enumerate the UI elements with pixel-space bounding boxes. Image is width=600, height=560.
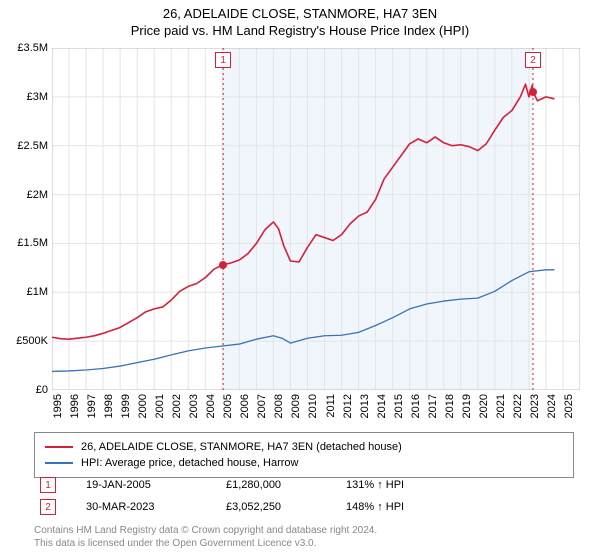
x-tick-label: 1999 — [120, 394, 132, 434]
x-tick-label: 2012 — [342, 394, 354, 434]
y-tick-label: £3M — [4, 91, 48, 103]
footer-line2: This data is licensed under the Open Gov… — [34, 537, 574, 550]
x-tick-label: 1997 — [86, 394, 98, 434]
title-block: 26, ADELAIDE CLOSE, STANMORE, HA7 3EN Pr… — [0, 0, 600, 38]
x-tick-label: 2013 — [359, 394, 371, 434]
x-tick-label: 2003 — [188, 394, 200, 434]
x-tick-label: 2018 — [444, 394, 456, 434]
page: 26, ADELAIDE CLOSE, STANMORE, HA7 3EN Pr… — [0, 0, 600, 560]
legend-row: 26, ADELAIDE CLOSE, STANMORE, HA7 3EN (d… — [45, 439, 563, 455]
y-tick-label: £1M — [4, 286, 48, 298]
legend-row: HPI: Average price, detached house, Harr… — [45, 455, 563, 471]
y-tick-label: £500K — [4, 335, 48, 347]
x-tick-label: 2022 — [512, 394, 524, 434]
sale-price: £1,280,000 — [226, 479, 316, 491]
x-tick-label: 2016 — [410, 394, 422, 434]
x-tick-label: 2019 — [461, 394, 473, 434]
y-tick-label: £3.5M — [4, 42, 48, 54]
x-tick-label: 1998 — [103, 394, 115, 434]
sale-marker-2: 2 — [525, 52, 541, 68]
sale-date: 19-JAN-2005 — [86, 479, 196, 491]
x-tick-label: 2020 — [478, 394, 490, 434]
x-tick-label: 2024 — [546, 394, 558, 434]
sale-dot-2 — [529, 88, 537, 96]
legend-swatch — [45, 446, 73, 448]
footer-line1: Contains HM Land Registry data © Crown c… — [34, 524, 574, 537]
x-tick-label: 2014 — [376, 394, 388, 434]
sale-hpi: 148% ↑ HPI — [346, 501, 456, 513]
x-tick-label: 2002 — [171, 394, 183, 434]
y-tick-label: £2.5M — [4, 140, 48, 152]
sale-dot-1 — [219, 261, 227, 269]
sale-row: 2 30-MAR-2023 £3,052,250 148% ↑ HPI — [34, 496, 574, 518]
footer: Contains HM Land Registry data © Crown c… — [34, 524, 574, 550]
y-tick-label: £1.5M — [4, 237, 48, 249]
x-tick-label: 2001 — [154, 394, 166, 434]
sale-marker-1: 1 — [215, 52, 231, 68]
x-tick-label: 2009 — [290, 394, 302, 434]
title-subtitle: Price paid vs. HM Land Registry's House … — [0, 23, 600, 38]
x-tick-label: 2021 — [495, 394, 507, 434]
x-tick-label: 2004 — [205, 394, 217, 434]
x-tick-label: 2017 — [427, 394, 439, 434]
sale-price: £3,052,250 — [226, 501, 316, 513]
x-tick-label: 2006 — [239, 394, 251, 434]
x-tick-label: 2023 — [529, 394, 541, 434]
legend-label: HPI: Average price, detached house, Harr… — [81, 457, 298, 469]
x-tick-label: 2025 — [563, 394, 575, 434]
sale-row-marker: 1 — [40, 477, 56, 493]
chart: 12£0£500K£1M£1.5M£2M£2.5M£3M£3.5M1995199… — [52, 48, 580, 390]
x-tick-label: 1995 — [52, 394, 64, 434]
x-tick-label: 2000 — [137, 394, 149, 434]
x-tick-label: 1996 — [69, 394, 81, 434]
legend-label: 26, ADELAIDE CLOSE, STANMORE, HA7 3EN (d… — [81, 441, 402, 453]
chart-svg — [52, 48, 580, 390]
y-tick-label: £2M — [4, 189, 48, 201]
title-address: 26, ADELAIDE CLOSE, STANMORE, HA7 3EN — [0, 6, 600, 21]
legend: 26, ADELAIDE CLOSE, STANMORE, HA7 3EN (d… — [34, 432, 574, 478]
x-tick-label: 2008 — [273, 394, 285, 434]
sale-row-marker: 2 — [40, 499, 56, 515]
sales-table: 1 19-JAN-2005 £1,280,000 131% ↑ HPI 2 30-MAR-… — [34, 474, 574, 518]
sale-date: 30-MAR-2023 — [86, 501, 196, 513]
legend-swatch — [45, 462, 73, 464]
x-tick-label: 2015 — [393, 394, 405, 434]
sale-row: 1 19-JAN-2005 £1,280,000 131% ↑ HPI — [34, 474, 574, 496]
x-tick-label: 2007 — [256, 394, 268, 434]
x-tick-label: 2011 — [325, 394, 337, 434]
y-tick-label: £0 — [4, 384, 48, 396]
sale-hpi: 131% ↑ HPI — [346, 479, 456, 491]
x-tick-label: 2005 — [222, 394, 234, 434]
x-tick-label: 2010 — [307, 394, 319, 434]
